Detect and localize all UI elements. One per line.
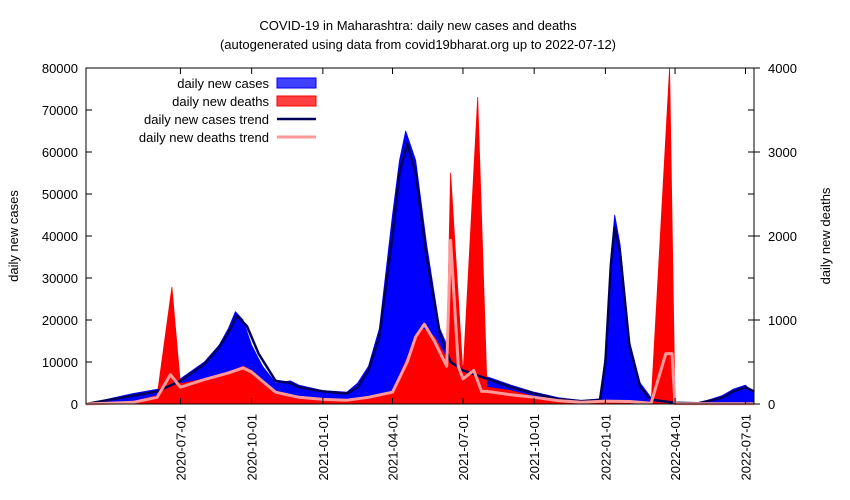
x-tick-label: 2021-04-01 bbox=[386, 414, 401, 481]
x-tick-label: 2020-07-01 bbox=[173, 414, 188, 481]
x-tick-label: 2020-10-01 bbox=[245, 414, 260, 481]
y2-tick-label: 4000 bbox=[768, 61, 797, 76]
y2-tick-label: 0 bbox=[768, 397, 775, 412]
chart-subtitle: (autogenerated using data from covid19bh… bbox=[220, 37, 616, 52]
y-tick-label: 10000 bbox=[42, 355, 78, 370]
y-tick-label: 50000 bbox=[42, 187, 78, 202]
legend-swatch bbox=[276, 95, 317, 107]
y-tick-label: 60000 bbox=[42, 145, 78, 160]
x-tick-label: 2021-01-01 bbox=[316, 414, 331, 481]
y-tick-label: 30000 bbox=[42, 271, 78, 286]
legend-label: daily new deaths bbox=[172, 94, 269, 109]
x-tick-label: 2021-10-01 bbox=[527, 414, 542, 481]
y-axis-label: daily new cases bbox=[6, 190, 21, 282]
y2-tick-label: 3000 bbox=[768, 145, 797, 160]
axes: 0100002000030000400005000060000700008000… bbox=[42, 61, 797, 481]
x-tick-label: 2021-07-01 bbox=[456, 414, 471, 481]
x-tick-label: 2022-04-01 bbox=[668, 414, 683, 481]
y-tick-label: 80000 bbox=[42, 61, 78, 76]
plot-area bbox=[85, 67, 755, 406]
x-tick-label: 2022-01-01 bbox=[598, 414, 613, 481]
y-tick-label: 0 bbox=[71, 397, 78, 412]
y-tick-label: 20000 bbox=[42, 313, 78, 328]
x-tick-label: 2022-07-01 bbox=[739, 414, 754, 481]
y-tick-label: 40000 bbox=[42, 229, 78, 244]
legend-label: daily new deaths trend bbox=[139, 130, 269, 145]
y2-tick-label: 2000 bbox=[768, 229, 797, 244]
y2-tick-label: 1000 bbox=[768, 313, 797, 328]
legend: daily new cases daily new deaths daily new… bbox=[139, 76, 317, 145]
y2-axis-label: daily new deaths bbox=[818, 187, 833, 284]
legend-label: daily new cases trend bbox=[144, 112, 269, 127]
legend-label: daily new cases bbox=[177, 76, 269, 91]
series-daily-new-deaths-trend bbox=[85, 238, 754, 406]
series-daily-new-cases-trend bbox=[85, 142, 755, 406]
legend-swatch bbox=[276, 77, 317, 89]
y-tick-label: 70000 bbox=[42, 103, 78, 118]
chart-title: COVID-19 in Maharashtra: daily new cases… bbox=[259, 18, 577, 33]
